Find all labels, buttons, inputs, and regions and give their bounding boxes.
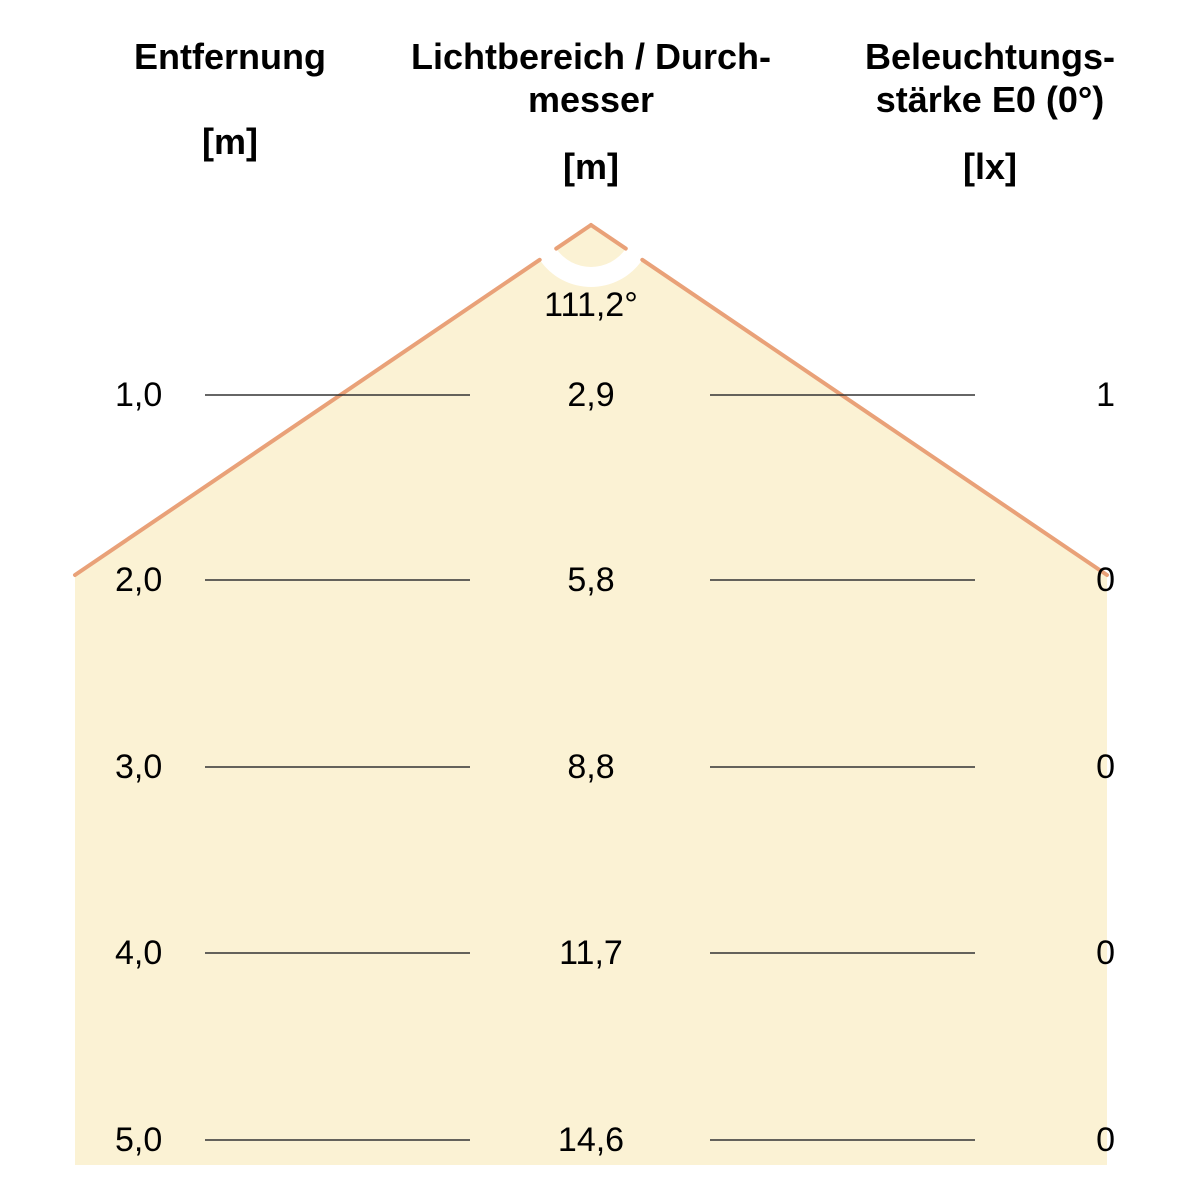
- distance-0: 1,0: [115, 376, 162, 415]
- diameter-4: 14,6: [291, 1121, 891, 1160]
- distance-3: 4,0: [115, 934, 162, 973]
- diameter-1: 5,8: [291, 561, 891, 600]
- header-right-title-2: stärke E0 (0°): [690, 78, 1182, 121]
- illuminance-1: 0: [815, 561, 1115, 600]
- diameter-3: 11,7: [291, 934, 891, 973]
- illuminance-2: 0: [815, 748, 1115, 787]
- header-right-title-1: Beleuchtungs-: [690, 35, 1182, 78]
- illuminance-4: 0: [815, 1121, 1115, 1160]
- distance-1: 2,0: [115, 561, 162, 600]
- header-right-unit: [lx]: [690, 145, 1182, 188]
- angle-label: 111,2°: [291, 286, 891, 325]
- illuminance-3: 0: [815, 934, 1115, 973]
- illuminance-0: 1: [815, 376, 1115, 415]
- diameter-2: 8,8: [291, 748, 891, 787]
- distance-2: 3,0: [115, 748, 162, 787]
- distance-4: 5,0: [115, 1121, 162, 1160]
- diameter-0: 2,9: [291, 376, 891, 415]
